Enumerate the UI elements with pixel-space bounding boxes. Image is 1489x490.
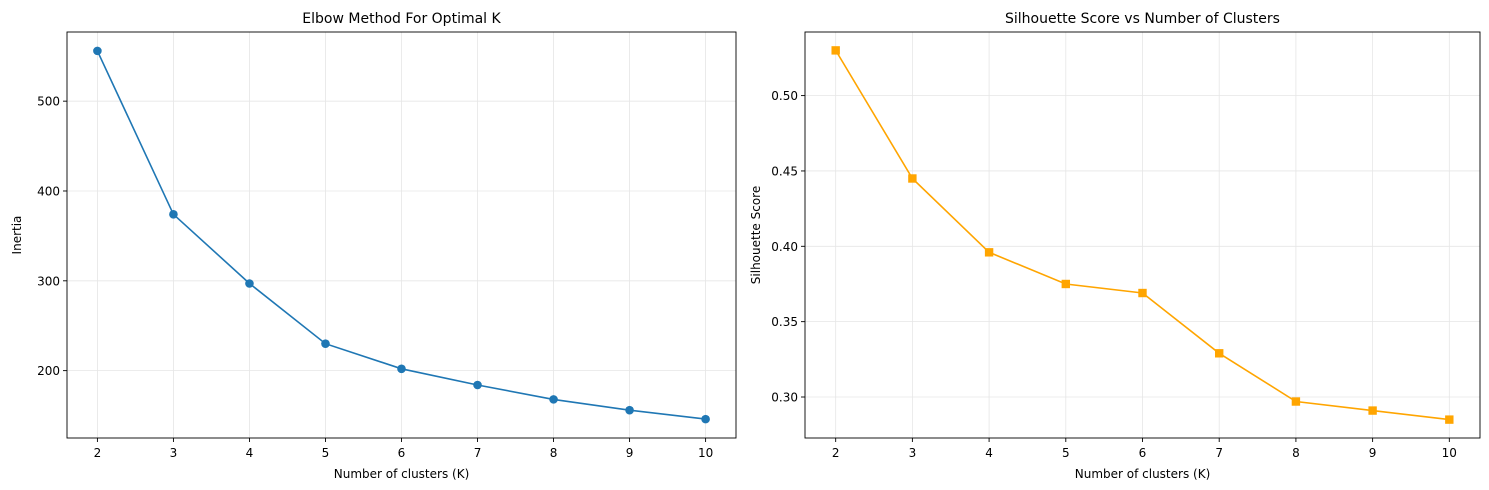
- data-point: [93, 46, 102, 56]
- data-point: [397, 364, 406, 374]
- y-axis-label: Silhouette Score: [749, 186, 763, 284]
- x-axis-label: Number of clusters (K): [1075, 467, 1211, 481]
- x-axis-label: Number of clusters (K): [334, 467, 470, 481]
- data-point: [245, 279, 254, 288]
- x-tick-label: 4: [985, 446, 993, 460]
- x-tick-label: 6: [1139, 446, 1147, 460]
- x-tick-label: 10: [698, 446, 713, 460]
- data-point: [321, 339, 330, 348]
- y-tick-label: 300: [37, 274, 60, 288]
- x-tick-label: 7: [474, 446, 482, 460]
- x-tick-label: 9: [1369, 446, 1377, 460]
- elbow-chart: 2 3 4 5 6 7 8 9 10 200 300 400 500 Elbow Method For O…: [10, 11, 737, 481]
- data-point: [831, 46, 840, 55]
- x-tick-label: 8: [550, 446, 558, 460]
- chart-title: Silhouette Score vs Number of Clusters: [1005, 11, 1280, 27]
- y-tick-label: 0.35: [771, 315, 798, 329]
- x-tick-label: 5: [1062, 446, 1070, 460]
- data-point: [1138, 288, 1147, 298]
- y-tick-label: 0.50: [771, 89, 798, 103]
- y-tick-label: 0.45: [771, 164, 798, 178]
- data-point: [984, 248, 994, 257]
- silhouette-chart: 2 3 4 5 6 7 8 9 10 0.30 0.35 0.40 0.45 0.50 Silhouette…: [749, 11, 1481, 481]
- y-tick-label: 200: [37, 364, 60, 378]
- x-tick-label: 8: [1292, 446, 1300, 460]
- y-tick-label: 400: [37, 184, 60, 198]
- data-point: [169, 210, 178, 219]
- data-point: [908, 174, 917, 183]
- data-point: [1291, 397, 1301, 406]
- data-point: [549, 395, 558, 404]
- chart-title: Elbow Method For Optimal K: [302, 11, 501, 27]
- x-tick-label: 6: [398, 446, 406, 460]
- x-tick-label: 3: [170, 446, 178, 460]
- x-tick-label: 5: [322, 446, 330, 460]
- data-point: [1445, 415, 1454, 424]
- x-tick-label: 3: [909, 446, 917, 460]
- data-point: [1368, 406, 1377, 415]
- y-tick-label: 500: [37, 95, 60, 109]
- y-axis-label: Inertia: [10, 216, 24, 255]
- x-tick-label: 2: [94, 446, 102, 460]
- data-point: [1215, 349, 1224, 358]
- data-point: [473, 380, 482, 390]
- x-tick-label: 10: [1442, 446, 1457, 460]
- x-tick-label: 9: [626, 446, 634, 460]
- data-point: [701, 414, 710, 424]
- data-point: [1061, 279, 1070, 289]
- x-tick-label: 4: [246, 446, 254, 460]
- x-tick-label: 2: [832, 446, 840, 460]
- y-tick-label: 0.30: [771, 391, 798, 405]
- data-point: [625, 405, 634, 415]
- x-tick-label: 7: [1215, 446, 1223, 460]
- y-tick-label: 0.40: [771, 240, 798, 254]
